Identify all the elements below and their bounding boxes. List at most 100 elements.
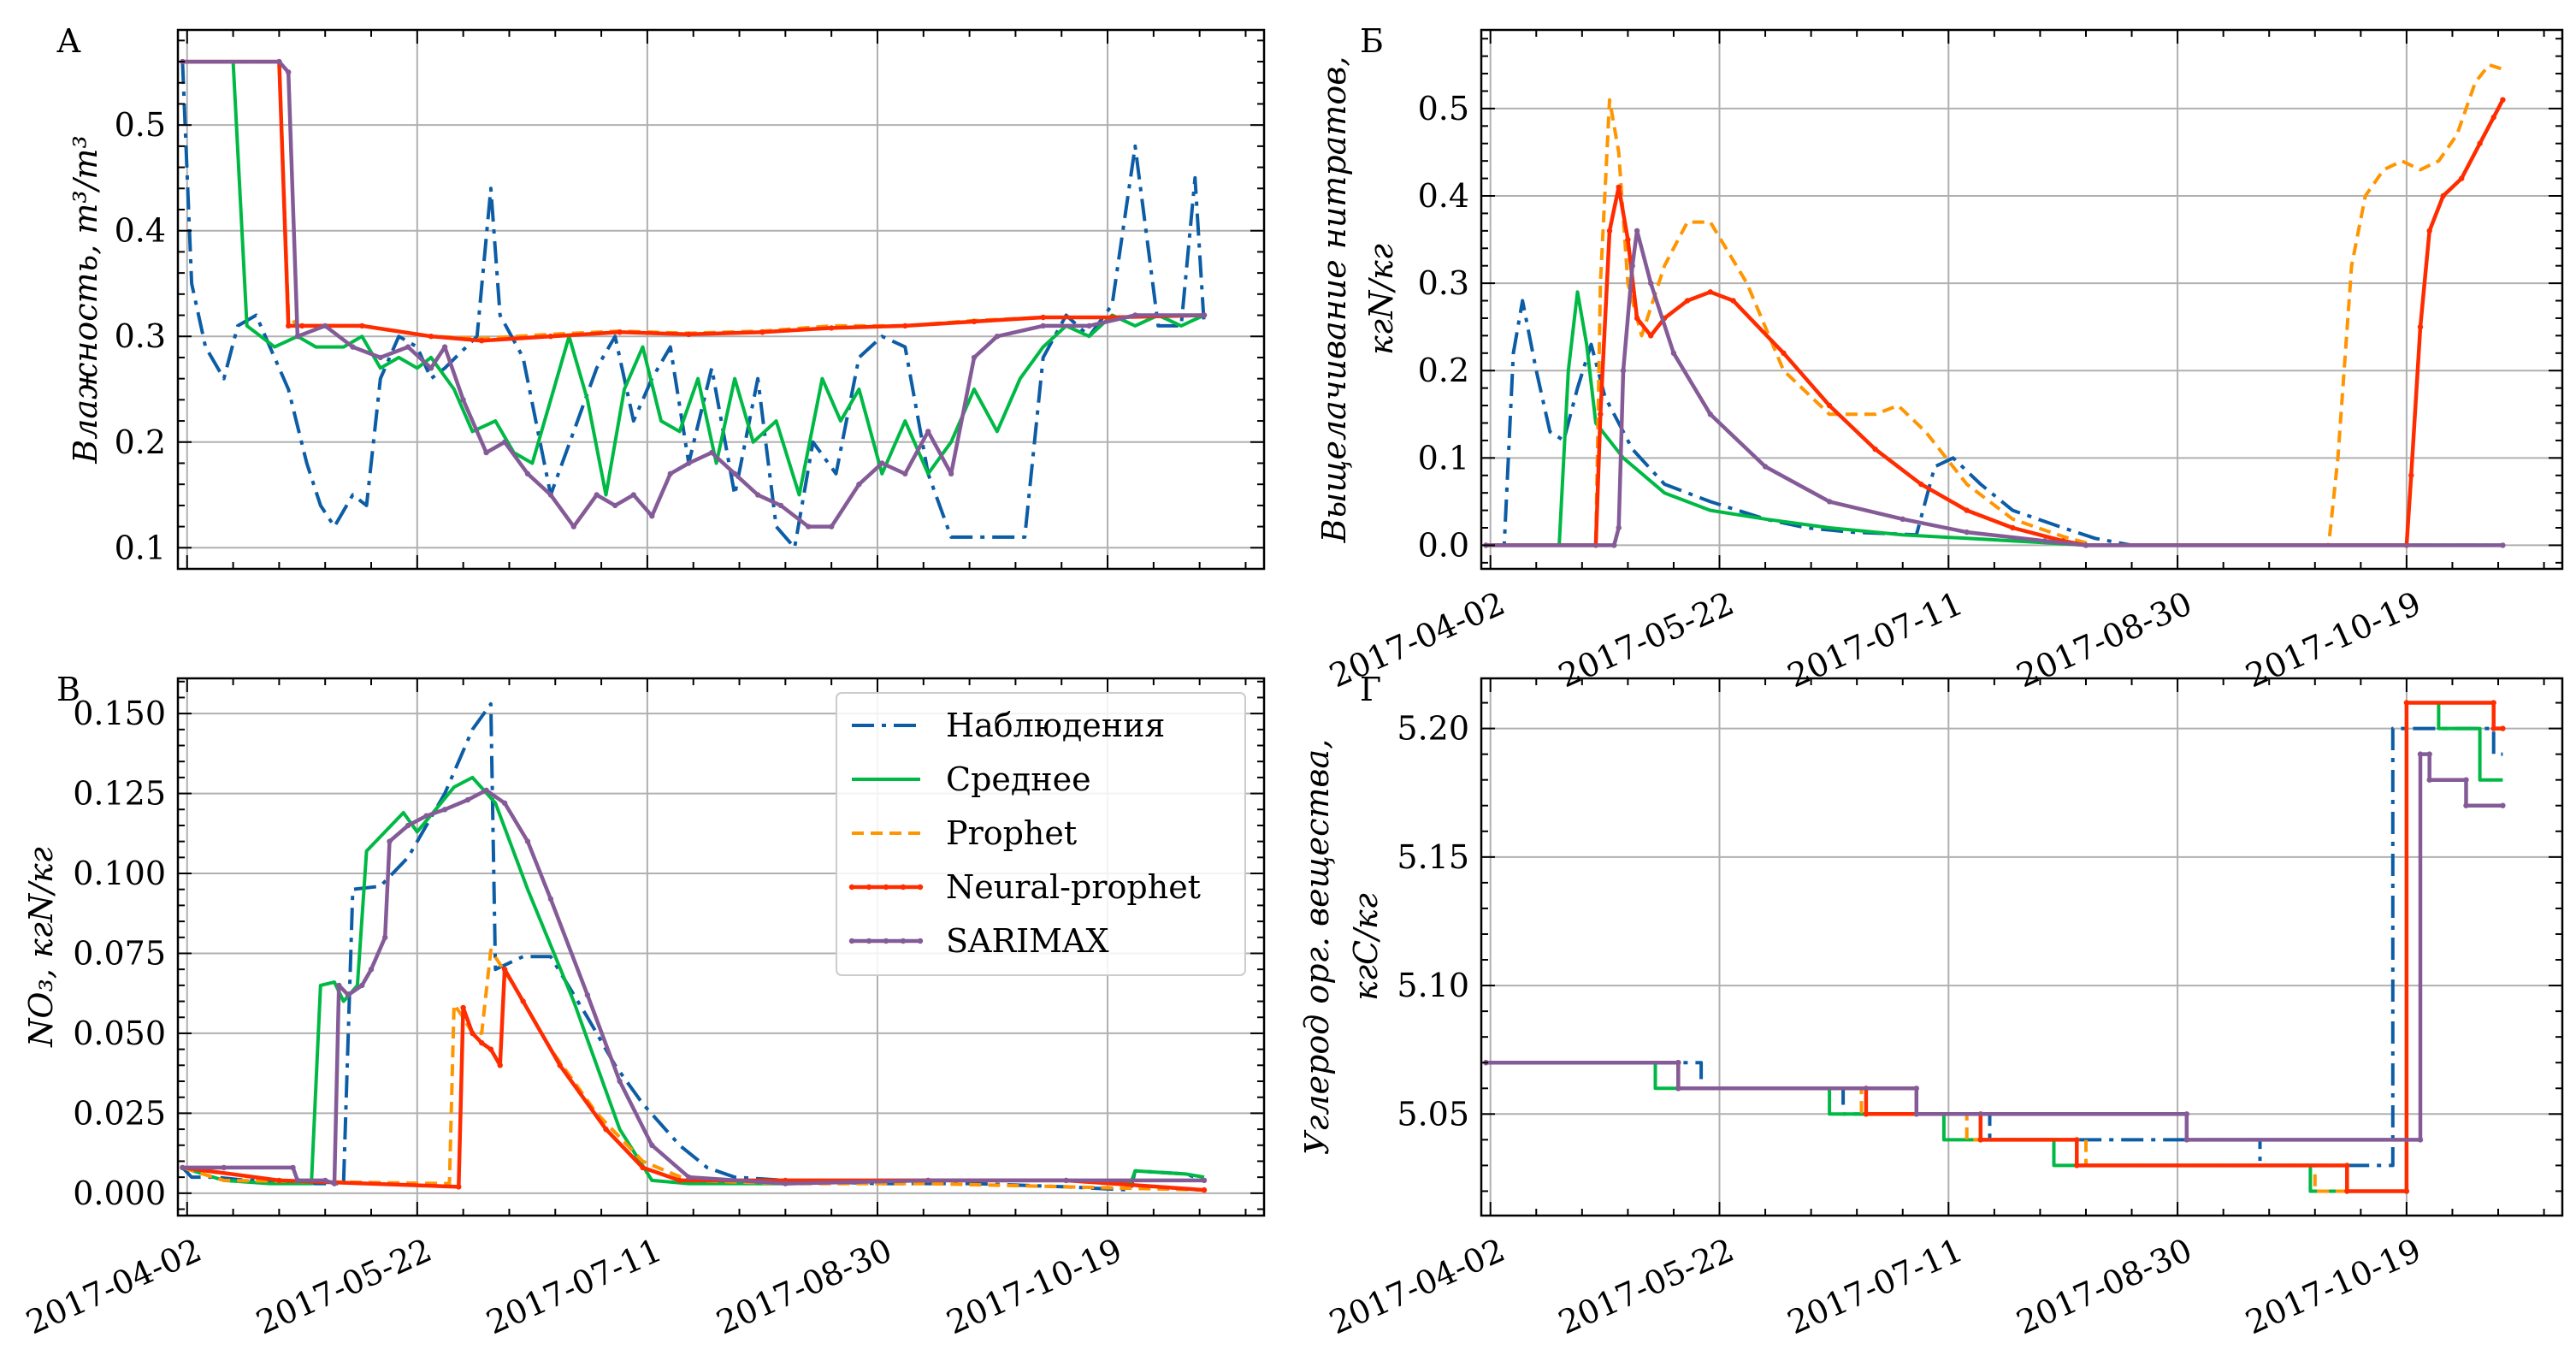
data-point-neural_prophet [1964,507,1970,513]
data-point-sarimax [423,813,429,819]
series-line-mean [1486,290,2503,547]
data-point-sarimax [501,439,508,445]
y-tick-label: 0.075 [73,934,166,972]
data-point-sarimax [1648,280,1654,287]
data-point-sarimax [290,1164,296,1171]
series-group [1483,700,2506,1194]
y-axis-label: кгC/кг [1347,893,1385,1001]
data-point-sarimax [777,502,784,509]
data-point-sarimax [902,470,908,476]
y-axis-label: Влажность, m³/m³ [67,135,104,464]
data-point-sarimax [524,838,531,844]
legend-box [836,692,1246,976]
data-point-sarimax [547,492,554,498]
legend-dot-neural_prophet [848,884,855,891]
panel-1: 0.1 0.2 0.3 0.4 0.5 Влажность, m³/m³ А [56,22,1266,571]
data-point-neural_prophet [487,1046,494,1052]
panel-letter: Г [1360,671,1381,708]
data-point-sarimax [570,524,576,530]
data-point-neural_prophet [2010,524,2016,531]
y-tick-label: 5.20 [1397,710,1469,748]
data-point-neural_prophet [1201,1186,1208,1193]
data-point-neural_prophet [460,1004,466,1011]
data-point-neural_prophet [2074,1163,2080,1169]
data-point-sarimax [336,982,342,989]
y-tick-label: 0.2 [115,423,166,461]
data-point-sarimax [547,896,554,902]
data-point-neural_prophet [1863,1111,1870,1117]
data-point-neural_prophet [470,1030,476,1037]
axes-frame [1480,677,2564,1217]
data-point-sarimax [428,365,434,371]
y-axis-label: Углерод орг. вещества, [1298,739,1336,1156]
data-point-sarimax [1964,529,1970,536]
series-line-observations [180,62,1206,550]
legend-dot-neural_prophet [900,884,907,891]
data-point-neural_prophet [2344,1163,2350,1169]
data-point-sarimax [649,1142,655,1149]
data-point-sarimax [405,344,411,350]
data-point-sarimax [387,838,393,844]
data-point-neural_prophet [1648,333,1654,339]
data-point-sarimax [1762,464,1769,470]
legend: Наблюдения Среднее Prophet Neural-prophet SA… [836,692,1246,976]
data-point-sarimax [856,482,862,488]
data-point-sarimax [1913,1111,1919,1117]
data-point-neural_prophet [2500,97,2506,103]
data-point-sarimax [322,1177,328,1184]
data-point-sarimax [2417,1137,2424,1143]
data-point-neural_prophet [902,322,908,329]
data-point-sarimax [294,334,301,340]
data-point-sarimax [1086,322,1092,329]
data-point-sarimax [382,934,388,941]
y-tick-label: 5.10 [1397,967,1469,1004]
data-point-sarimax [1063,1177,1069,1184]
data-point-neural_prophet [1781,350,1787,356]
data-point-sarimax [879,460,885,466]
y-tick-label: 0.000 [73,1175,166,1212]
legend-label: Наблюдения [946,707,1165,744]
y-axis-label: кгN/кг [1362,244,1400,355]
data-point-sarimax [783,1181,789,1186]
data-point-sarimax [1634,228,1640,234]
y-tick-label: 0.4 [1418,177,1469,215]
data-point-neural_prophet [2440,192,2446,199]
y-tick-label: 0.150 [73,695,166,732]
data-point-neural_prophet [1040,314,1046,321]
y-tick-label: 0.5 [115,106,166,144]
data-point-neural_prophet [603,1126,609,1133]
data-point-neural_prophet [1625,236,1631,243]
axes-frame [1480,28,2564,571]
data-point-sarimax [948,470,954,476]
data-point-neural_prophet [2426,228,2432,234]
data-point-sarimax [483,449,489,456]
data-point-neural_prophet [501,967,508,973]
data-point-sarimax [276,58,282,65]
data-point-sarimax [617,1078,623,1085]
data-point-sarimax [1620,368,1627,374]
data-point-neural_prophet [676,1177,682,1184]
data-point-neural_prophet [520,998,526,1004]
data-point-neural_prophet [2403,1188,2410,1194]
data-point-neural_prophet [2403,700,2410,706]
series-line-sarimax [1486,228,2503,547]
panel-letter: А [56,22,81,60]
data-point-sarimax [286,69,292,75]
data-point-sarimax [1616,524,1622,531]
data-point-sarimax [368,967,375,973]
series-group [180,58,1208,550]
data-point-sarimax [2041,538,2047,544]
data-point-sarimax [709,449,715,456]
data-point-neural_prophet [479,338,485,344]
data-point-sarimax [829,524,835,530]
data-point-sarimax [1675,1086,1681,1092]
data-point-sarimax [1670,350,1677,356]
data-point-sarimax [2417,751,2424,757]
data-point-neural_prophet [479,1039,485,1046]
data-point-neural_prophet [428,334,434,340]
data-point-sarimax [731,470,738,476]
data-point-sarimax [2500,802,2506,808]
data-point-neural_prophet [686,331,692,337]
legend-label: Prophet [946,814,1077,852]
